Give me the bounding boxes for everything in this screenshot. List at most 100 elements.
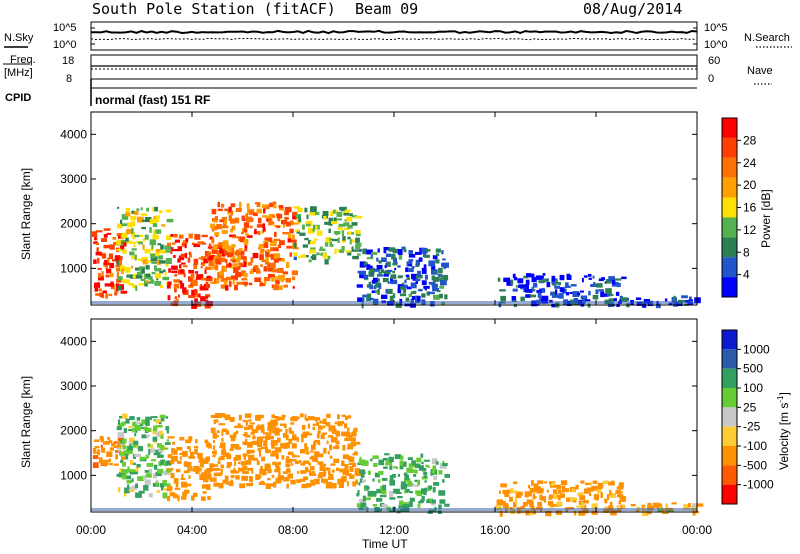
data-cell — [403, 472, 408, 476]
data-cell — [389, 465, 393, 470]
data-cell — [219, 257, 226, 263]
data-cell — [155, 419, 162, 424]
data-cell — [259, 283, 266, 287]
data-cell — [636, 297, 642, 300]
data-cell — [222, 244, 230, 250]
data-cell — [187, 257, 191, 263]
data-cell — [591, 510, 598, 515]
data-cell — [388, 490, 394, 497]
data-cell — [116, 271, 119, 278]
data-cell — [388, 247, 396, 252]
data-cell — [155, 248, 163, 253]
data-cell — [673, 301, 678, 307]
data-cell — [288, 439, 293, 444]
data-cell — [268, 219, 273, 226]
data-cell — [134, 425, 141, 431]
data-cell — [114, 292, 118, 296]
data-cell — [279, 423, 287, 426]
data-cell — [94, 446, 100, 449]
data-cell — [369, 297, 374, 301]
data-cell — [127, 446, 134, 451]
data-cell — [246, 483, 252, 487]
data-cell — [233, 471, 240, 474]
data-cell — [180, 283, 185, 289]
data-cell — [222, 447, 226, 451]
data-cell — [201, 496, 206, 501]
data-cell — [400, 455, 404, 460]
data-cell — [379, 494, 387, 498]
data-cell — [181, 473, 184, 480]
nave-label: Nave — [747, 65, 773, 77]
data-cell — [410, 282, 417, 289]
data-cell — [238, 248, 243, 252]
data-cell — [277, 258, 284, 262]
data-cell — [114, 289, 119, 293]
data-cell — [311, 455, 318, 459]
data-cell — [263, 266, 267, 272]
data-cell — [355, 479, 358, 485]
data-cell — [267, 469, 272, 474]
data-cell — [188, 269, 195, 274]
data-cell — [188, 448, 191, 452]
data-cell — [417, 270, 421, 277]
data-cell — [141, 268, 145, 274]
data-cell — [387, 289, 393, 294]
data-cell — [292, 434, 297, 439]
data-cell — [174, 287, 177, 293]
data-cell — [157, 243, 162, 246]
power-colorbar-tick-label: 8 — [743, 245, 750, 259]
data-cell — [158, 422, 162, 425]
data-cell — [402, 504, 410, 510]
data-cell — [269, 430, 272, 435]
data-cell — [251, 440, 258, 445]
data-cell — [588, 290, 591, 296]
data-cell — [537, 480, 544, 484]
data-cell — [172, 441, 176, 445]
data-cell — [514, 276, 518, 281]
data-cell — [393, 466, 398, 469]
data-cell — [296, 230, 300, 234]
data-cell — [248, 419, 252, 422]
data-cell — [177, 294, 180, 298]
data-cell — [122, 461, 126, 467]
data-cell — [338, 223, 346, 227]
data-cell — [173, 283, 180, 289]
data-cell — [529, 510, 535, 515]
data-cell — [431, 503, 436, 506]
data-cell — [116, 426, 122, 431]
data-cell — [126, 240, 133, 244]
data-cell — [592, 294, 599, 300]
data-cell — [592, 275, 595, 279]
data-cell — [444, 294, 448, 300]
time-tick-label: 20:00 — [581, 523, 611, 537]
data-cell — [532, 493, 536, 500]
data-cell — [589, 481, 592, 486]
data-cell — [517, 278, 524, 284]
data-cell — [236, 255, 242, 261]
data-cell — [383, 250, 387, 254]
data-cell — [230, 474, 235, 479]
data-cell — [370, 271, 373, 275]
data-cell — [549, 494, 553, 498]
data-cell — [362, 248, 367, 255]
data-cell — [369, 286, 374, 290]
data-cell — [302, 431, 310, 435]
power-data-layer — [91, 201, 701, 309]
data-cell — [253, 457, 258, 461]
data-cell — [170, 455, 178, 462]
data-cell — [552, 294, 559, 298]
data-cell — [512, 288, 518, 292]
data-cell — [216, 430, 220, 434]
data-cell — [273, 238, 281, 241]
data-cell — [323, 214, 327, 220]
data-cell — [99, 292, 104, 298]
data-cell — [146, 463, 154, 467]
data-cell — [424, 254, 430, 258]
data-cell — [356, 253, 361, 256]
data-cell — [397, 288, 402, 294]
data-cell — [243, 261, 247, 268]
data-cell — [152, 229, 156, 235]
data-cell — [135, 466, 139, 472]
data-cell — [252, 266, 259, 273]
data-cell — [217, 460, 221, 465]
